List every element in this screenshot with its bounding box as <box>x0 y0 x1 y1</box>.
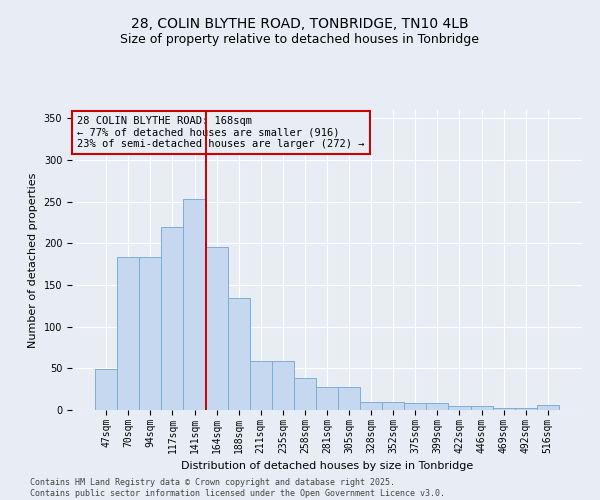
Bar <box>227 298 250 410</box>
Bar <box>139 256 161 410</box>
Bar <box>250 361 272 410</box>
Bar <box>427 402 448 410</box>
Bar <box>272 361 294 410</box>
Bar <box>338 386 360 410</box>
Bar <box>382 402 404 410</box>
Text: Contains HM Land Registry data © Crown copyright and database right 2025.
Contai: Contains HM Land Registry data © Crown c… <box>30 478 445 498</box>
Text: 28 COLIN BLYTHE ROAD: 168sqm
← 77% of detached houses are smaller (916)
23% of s: 28 COLIN BLYTHE ROAD: 168sqm ← 77% of de… <box>77 116 365 149</box>
Y-axis label: Number of detached properties: Number of detached properties <box>28 172 38 348</box>
Text: Size of property relative to detached houses in Tonbridge: Size of property relative to detached ho… <box>121 32 479 46</box>
Bar <box>117 256 139 410</box>
Bar <box>448 406 470 410</box>
Bar <box>404 402 427 410</box>
Bar <box>316 386 338 410</box>
Bar <box>95 369 117 410</box>
Bar <box>294 378 316 410</box>
Bar <box>470 406 493 410</box>
Bar <box>206 246 227 410</box>
Bar <box>493 408 515 410</box>
Bar <box>515 408 537 410</box>
Bar <box>360 402 382 410</box>
Text: 28, COLIN BLYTHE ROAD, TONBRIDGE, TN10 4LB: 28, COLIN BLYTHE ROAD, TONBRIDGE, TN10 4… <box>131 18 469 32</box>
Bar <box>184 199 206 410</box>
Bar <box>537 405 559 410</box>
X-axis label: Distribution of detached houses by size in Tonbridge: Distribution of detached houses by size … <box>181 461 473 471</box>
Bar <box>161 226 184 410</box>
